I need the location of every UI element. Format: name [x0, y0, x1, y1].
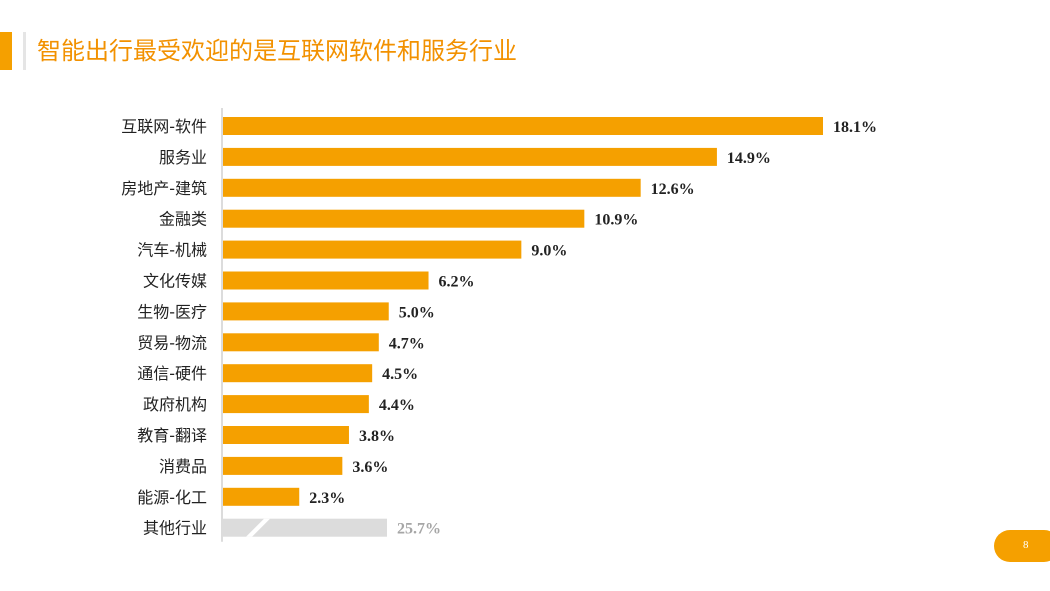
bar-other — [223, 518, 387, 537]
category-label: 教育-翻译 — [137, 426, 207, 445]
category-label: 消费品 — [159, 457, 207, 476]
page-number: 8 — [1023, 539, 1029, 551]
bar — [223, 271, 429, 290]
data-label: 25.7% — [397, 521, 441, 538]
category-label: 文化传媒 — [143, 272, 207, 291]
bar — [223, 487, 300, 506]
data-label: 18.1% — [833, 119, 877, 136]
category-label: 其他行业 — [143, 519, 207, 538]
bar — [223, 333, 379, 352]
data-label: 14.9% — [727, 150, 771, 167]
axis-break-mark — [246, 518, 270, 537]
bar — [223, 117, 823, 135]
title-separator — [23, 32, 26, 70]
data-label: 12.6% — [651, 181, 695, 198]
category-label: 汽车-机械 — [137, 241, 207, 260]
category-label: 通信-硬件 — [137, 364, 207, 383]
bar — [223, 395, 369, 414]
category-label: 能源-化工 — [137, 488, 207, 507]
data-label: 10.9% — [594, 212, 638, 229]
bar — [223, 178, 641, 197]
page-number-badge — [994, 530, 1050, 562]
data-label: 9.0% — [531, 243, 567, 260]
category-label: 金融类 — [159, 210, 207, 229]
data-label: 4.7% — [389, 335, 425, 352]
bar — [223, 147, 717, 166]
data-label: 3.8% — [359, 428, 395, 445]
bar — [223, 240, 522, 259]
bar — [223, 456, 343, 475]
category-label: 服务业 — [159, 148, 207, 167]
category-label: 房地产-建筑 — [121, 179, 207, 198]
slide-title: 智能出行最受欢迎的是互联网软件和服务行业 — [37, 37, 517, 65]
bar — [223, 209, 585, 228]
bar — [223, 302, 389, 321]
category-label: 互联网-软件 — [121, 117, 207, 136]
data-label: 5.0% — [399, 304, 435, 321]
data-label: 4.5% — [382, 366, 418, 383]
title-accent-bar — [0, 32, 12, 70]
data-label: 6.2% — [439, 274, 475, 291]
category-label: 生物-医疗 — [137, 302, 207, 321]
bar — [223, 364, 373, 383]
data-label: 4.4% — [379, 397, 415, 414]
bar — [223, 426, 349, 444]
category-label: 贸易-物流 — [137, 333, 207, 352]
data-label: 3.6% — [352, 459, 388, 476]
data-label: 2.3% — [309, 490, 345, 507]
category-label: 政府机构 — [143, 395, 207, 414]
